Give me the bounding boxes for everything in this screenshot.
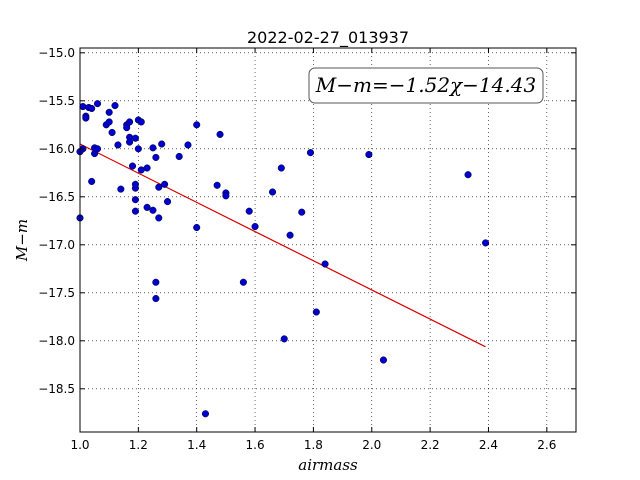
data-point <box>286 231 294 239</box>
data-point <box>213 181 221 189</box>
data-point <box>105 108 113 116</box>
y-axis-label: M−m <box>13 219 31 262</box>
data-point <box>152 153 160 161</box>
data-point <box>93 145 102 153</box>
annotation-frame <box>308 67 544 104</box>
data-point <box>163 198 172 206</box>
data-point <box>137 118 145 126</box>
x-tick-label: 1.2 <box>129 438 148 452</box>
data-point <box>379 356 387 364</box>
data-point <box>128 162 137 170</box>
data-point <box>88 177 96 185</box>
data-point <box>131 134 139 142</box>
fit-layer <box>79 143 486 348</box>
data-point <box>251 223 259 231</box>
chart-title: 2022-02-27_013937 <box>247 28 409 48</box>
data-point <box>131 196 139 204</box>
y-tick-label: −17.5 <box>38 286 75 300</box>
plot-frame <box>79 47 577 433</box>
data-point <box>312 308 320 316</box>
data-point <box>143 203 151 211</box>
data-point <box>365 151 373 159</box>
x-tick-label: 1.6 <box>246 438 265 452</box>
x-tick-label: 2.4 <box>479 438 498 452</box>
data-point <box>88 104 96 113</box>
y-tick-label: −15.5 <box>38 94 75 108</box>
data-point <box>152 295 160 303</box>
y-tick-label: −18.5 <box>38 382 75 396</box>
data-point <box>269 188 277 196</box>
y-tick-label: −16.5 <box>38 190 75 204</box>
y-tick-label: −18.0 <box>38 334 75 348</box>
annotation-text: M−m=−1.52χ−14.43 <box>315 73 536 97</box>
x-tick-label: 2.2 <box>421 438 440 452</box>
x-axis-label: airmass <box>298 456 358 474</box>
data-point <box>149 144 157 152</box>
data-point <box>105 118 113 126</box>
data-point <box>131 207 139 215</box>
data-point <box>306 149 315 157</box>
data-point <box>117 185 125 193</box>
data-point <box>79 103 87 111</box>
data-point <box>184 141 192 149</box>
annotation-box: M−m=−1.52χ−14.43 <box>308 67 544 104</box>
points <box>76 100 490 418</box>
x-tick-label: 1.0 <box>70 438 89 452</box>
data-point <box>149 206 157 214</box>
data-point <box>134 145 142 153</box>
x-tick-label: 1.4 <box>187 438 206 452</box>
y-tick-label: −15.0 <box>38 46 75 60</box>
data-point <box>155 214 163 222</box>
data-point <box>111 102 119 110</box>
data-point <box>161 180 169 188</box>
data-point <box>155 183 163 191</box>
data-point <box>131 180 139 188</box>
data-point <box>158 140 166 148</box>
data-point <box>108 128 116 137</box>
data-point <box>126 138 134 146</box>
fit-line <box>79 143 486 348</box>
y-tick-label: −17.0 <box>38 238 75 252</box>
data-point <box>222 192 230 200</box>
x-tick-label: 2.6 <box>537 438 556 452</box>
data-point <box>82 114 90 122</box>
y-tick-label: −16.0 <box>38 142 75 156</box>
grid <box>80 48 576 432</box>
data-point <box>216 130 224 138</box>
data-point <box>193 223 201 232</box>
x-tick-label: 2.0 <box>362 438 381 452</box>
data-point <box>464 171 472 179</box>
data-point <box>298 208 306 216</box>
data-point <box>277 164 285 172</box>
data-point <box>114 141 122 149</box>
data-point <box>143 164 151 172</box>
data-point <box>321 260 329 268</box>
data-point <box>126 118 134 126</box>
data-point <box>239 278 247 286</box>
data-point <box>245 207 253 215</box>
data-point <box>193 121 201 129</box>
ticks: 1.0 1.2 1.4 1.6 1.8 2.0 2.2 2.4 2.6 −15.0 −15.5 −16… <box>38 46 576 452</box>
data-point <box>482 239 490 247</box>
data-point <box>280 335 288 343</box>
data-point <box>93 100 102 108</box>
data-point <box>201 410 210 418</box>
data-point <box>123 124 131 132</box>
x-tick-label: 1.8 <box>304 438 323 452</box>
data-point <box>152 278 160 286</box>
data-point <box>175 152 183 161</box>
